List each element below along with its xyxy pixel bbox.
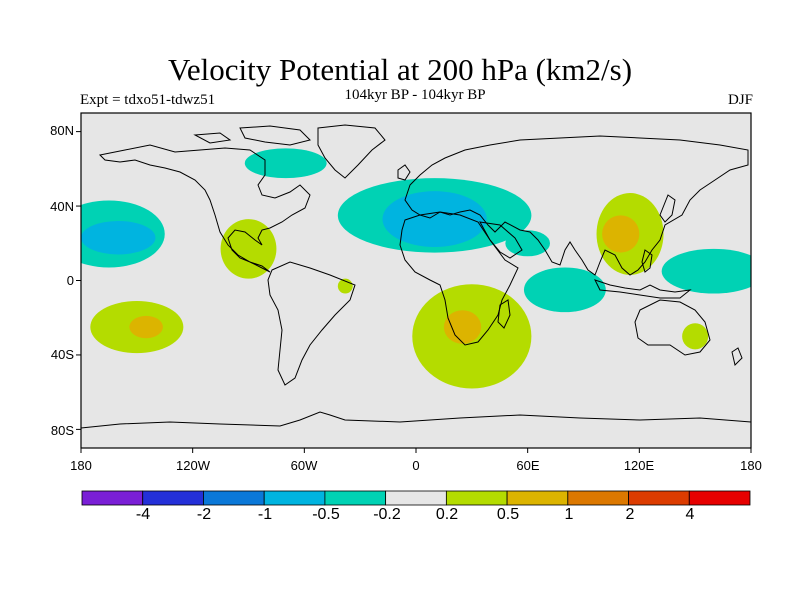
colorbar-label: 0.2 (435, 506, 459, 523)
coastline-africa (399, 211, 519, 346)
field-region (443, 310, 482, 344)
field-region (523, 267, 606, 313)
coastline-australia (634, 299, 711, 356)
colorbar-label: 1 (564, 506, 574, 523)
tick-layer (76, 131, 752, 453)
coastline-arabia (479, 221, 523, 259)
lat-tick-label: 80N (50, 123, 74, 138)
coastline-greenland (317, 124, 386, 179)
colorbar (81, 490, 751, 506)
colorbar-label: -0.5 (312, 506, 340, 523)
lon-tick-label: 60E (516, 458, 540, 473)
lon-tick-label: 180 (740, 458, 762, 473)
coastline-indonesia (594, 279, 692, 299)
colorbar-swatch (263, 490, 326, 506)
lat-tick-label: 80S (50, 423, 74, 438)
coastline-philippines (641, 249, 653, 273)
map-title: Velocity Potential at 200 hPa (km2/s) (167, 52, 633, 87)
colorbar-label: 0.5 (496, 506, 520, 523)
colorbar-swatch (324, 490, 387, 506)
colorbar-swatch (203, 490, 265, 506)
lat-tick-label: 0 (66, 273, 74, 288)
coastline-japan (659, 194, 676, 223)
lon-tick-label: 180 (70, 458, 92, 473)
coastline-south-america (267, 261, 356, 386)
field-region (81, 220, 156, 255)
coastline-antarctica (81, 411, 751, 429)
experiment-label: Expt = tdxo51-tdwz51 (80, 92, 216, 108)
lat-tick-label: 40S (50, 347, 74, 362)
season-label: DJF (727, 92, 753, 108)
coastline-north-america (98, 144, 311, 273)
colorbar-swatch (142, 490, 204, 506)
colorbar-label: -4 (135, 506, 151, 523)
colorbar-swatch (567, 490, 629, 506)
colorbar-label: -0.2 (373, 506, 401, 523)
colorbar-swatch (81, 490, 144, 506)
colorbar-swatch (628, 490, 690, 506)
field-region (661, 248, 751, 294)
field-region (505, 230, 550, 257)
colorbar-swatch (688, 490, 751, 506)
coastline-arctic-islands (193, 125, 311, 146)
lon-tick-label: 60W (290, 458, 318, 473)
colorbar-swatch (445, 490, 508, 506)
colorbar-label: -1 (257, 506, 273, 523)
lon-tick-label: 120E (623, 458, 655, 473)
period-label: 104kyr BP - 104kyr BP (344, 87, 486, 103)
map-background (81, 113, 751, 448)
field-region (244, 148, 327, 179)
field-region (682, 323, 709, 350)
colorbar-swatch (385, 490, 447, 506)
colorbar-label: -2 (196, 506, 212, 523)
colorbar-label: 2 (625, 506, 635, 523)
coastline-madagascar (497, 299, 511, 329)
field-region (220, 219, 277, 279)
lon-tick-label: 0 (412, 458, 420, 473)
lat-tick-label: 40N (50, 199, 74, 214)
colorbar-label: 4 (685, 506, 695, 523)
field-region (602, 215, 640, 253)
coastline-layer (81, 124, 751, 429)
field-layer (81, 148, 751, 389)
coastline-new-zealand (731, 347, 743, 366)
lon-tick-label: 120W (176, 458, 210, 473)
field-region (129, 315, 163, 339)
colorbar-swatch (506, 490, 569, 506)
coastline-british-isles (397, 164, 411, 181)
